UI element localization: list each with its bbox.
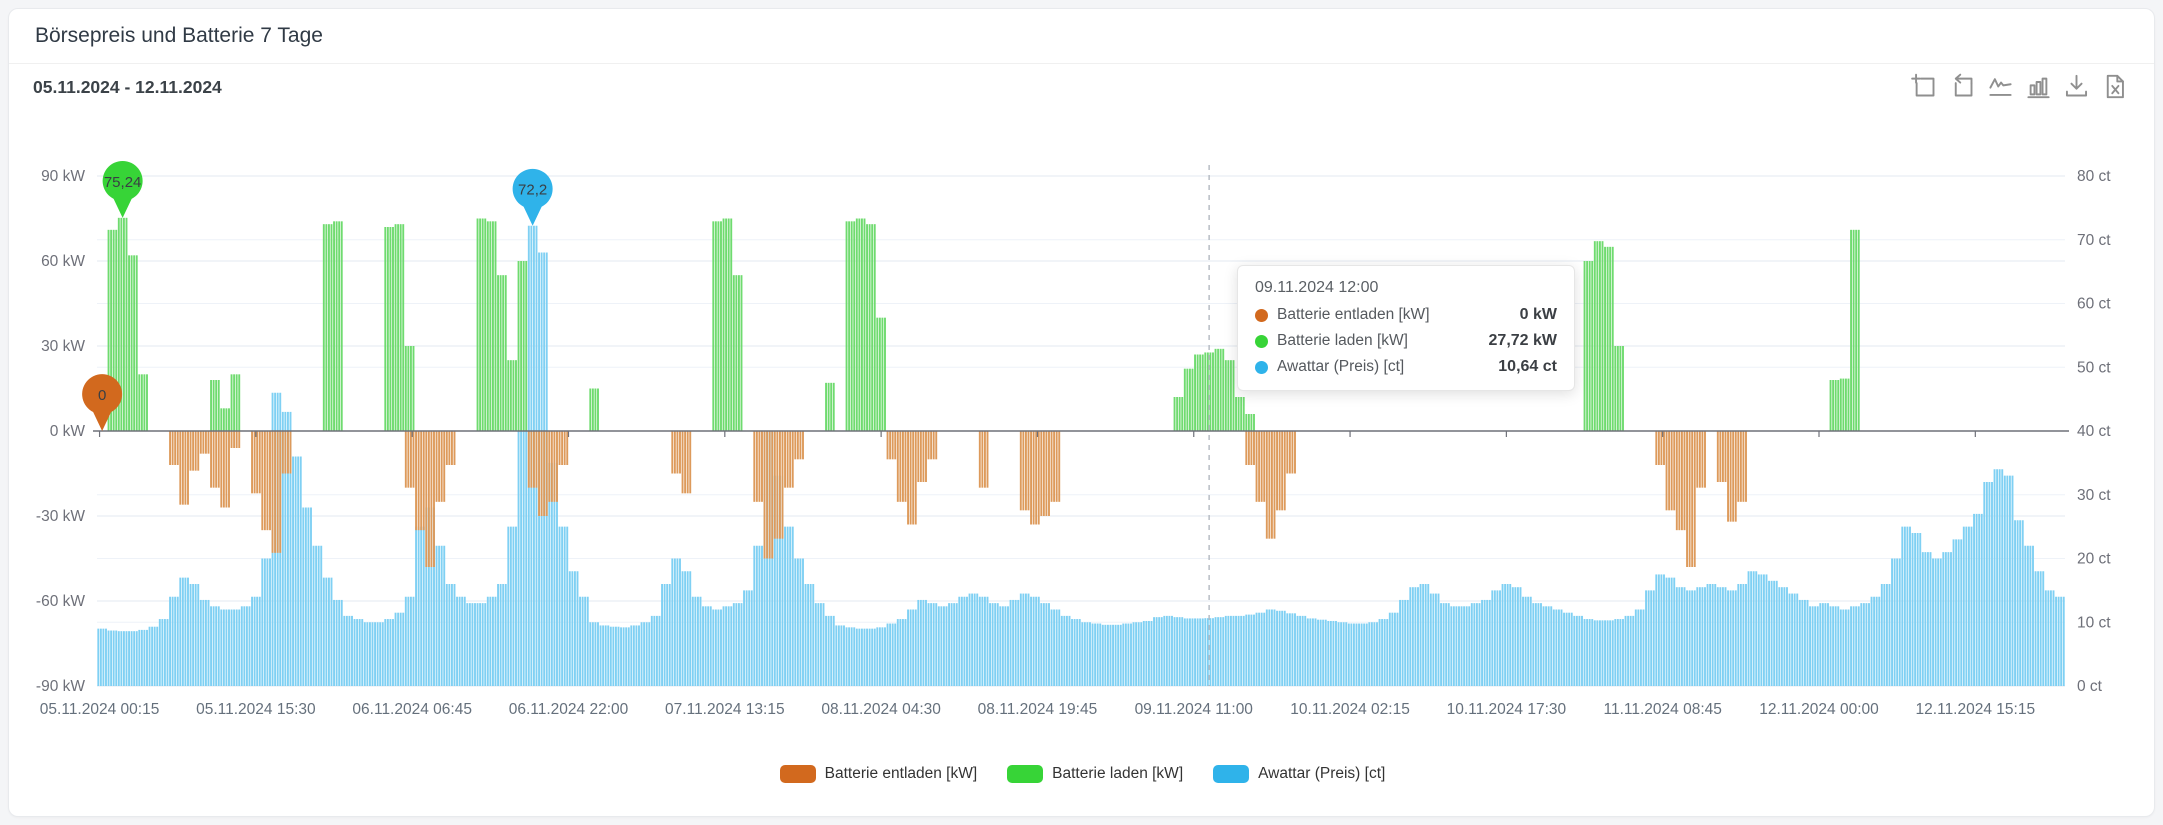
svg-text:08.11.2024 04:30: 08.11.2024 04:30 bbox=[821, 701, 941, 718]
right-axis-labels: 80 ct 70 ct 60 ct 50 ct 40 ct 30 ct 20 ct 10 ct… bbox=[2077, 168, 2111, 695]
series-bars-1 bbox=[107, 217, 1860, 431]
line-chart-view-icon[interactable] bbox=[1987, 73, 2014, 100]
svg-text:09.11.2024 11:00: 09.11.2024 11:00 bbox=[1135, 701, 1254, 718]
svg-text:-90 kW: -90 kW bbox=[36, 678, 85, 695]
tooltip-row-entladen: Batterie entladen [kW] 0 kW bbox=[1255, 306, 1557, 324]
svg-text:06.11.2024 22:00: 06.11.2024 22:00 bbox=[509, 701, 629, 718]
zoom-reset-icon[interactable] bbox=[1949, 73, 1976, 100]
bar-chart-view-icon[interactable] bbox=[2025, 73, 2052, 100]
svg-text:07.11.2024 13:15: 07.11.2024 13:15 bbox=[665, 701, 785, 718]
svg-text:10.11.2024 17:30: 10.11.2024 17:30 bbox=[1447, 701, 1567, 718]
svg-text:40 ct: 40 ct bbox=[2077, 423, 2111, 440]
mark-pin: 75,24 bbox=[102, 160, 143, 218]
svg-text:12.11.2024 15:15: 12.11.2024 15:15 bbox=[1916, 701, 2036, 718]
svg-text:06.11.2024 06:45: 06.11.2024 06:45 bbox=[352, 701, 472, 718]
chart-card: Börsepreis und Batterie 7 Tage 05.11.202… bbox=[8, 8, 2155, 817]
download-icon[interactable] bbox=[2063, 73, 2090, 100]
legend-item-laden[interactable]: Batterie laden [kW] bbox=[1007, 765, 1183, 783]
preis-swatch-icon bbox=[1213, 765, 1250, 783]
svg-text:-30 kW: -30 kW bbox=[36, 508, 85, 525]
svg-text:12.11.2024 00:00: 12.11.2024 00:00 bbox=[1759, 701, 1879, 718]
mark-pin: 72,2 bbox=[512, 168, 553, 226]
laden-dot-icon bbox=[1255, 334, 1268, 348]
tooltip-timestamp: 09.11.2024 12:00 bbox=[1255, 279, 1379, 296]
entladen-dot-icon bbox=[1255, 308, 1268, 322]
chart-area[interactable]: 90 kW 60 kW 30 kW 0 kW -30 kW -60 kW -90 kW 80 … bbox=[9, 113, 2156, 783]
svg-text:90 kW: 90 kW bbox=[41, 168, 85, 185]
entladen-swatch-icon bbox=[779, 765, 816, 783]
svg-text:20 ct: 20 ct bbox=[2077, 551, 2111, 568]
mark-pin: 0 bbox=[82, 374, 123, 431]
svg-text:10.11.2024 02:15: 10.11.2024 02:15 bbox=[1290, 701, 1410, 718]
legend-item-entladen[interactable]: Batterie entladen [kW] bbox=[779, 765, 977, 783]
preis-dot-icon bbox=[1255, 360, 1268, 374]
svg-text:0: 0 bbox=[98, 387, 106, 404]
chart-toolbar bbox=[1911, 73, 2128, 100]
tooltip-row-preis: Awattar (Preis) [ct] 10,64 ct bbox=[1255, 358, 1557, 376]
tooltip-row-laden: Batterie laden [kW] 27,72 kW bbox=[1255, 332, 1557, 350]
laden-swatch-icon bbox=[1007, 765, 1044, 783]
svg-text:11.11.2024 08:45: 11.11.2024 08:45 bbox=[1604, 701, 1722, 718]
chart-legend: Batterie entladen [kW] Batterie laden [k… bbox=[9, 765, 2156, 783]
svg-text:75,24: 75,24 bbox=[104, 174, 142, 191]
svg-text:80 ct: 80 ct bbox=[2077, 168, 2111, 185]
svg-text:30 kW: 30 kW bbox=[41, 338, 85, 355]
series-bars-0 bbox=[169, 431, 1747, 567]
svg-text:50 ct: 50 ct bbox=[2077, 359, 2111, 376]
svg-text:70 ct: 70 ct bbox=[2077, 232, 2111, 249]
svg-text:60 ct: 60 ct bbox=[2077, 296, 2111, 313]
x-axis-labels: 05.11.2024 00:15 05.11.2024 15:30 06.11.20… bbox=[40, 431, 2035, 718]
svg-text:0 ct: 0 ct bbox=[2077, 678, 2103, 695]
legend-item-preis[interactable]: Awattar (Preis) [ct] bbox=[1213, 765, 1385, 783]
svg-text:05.11.2024 15:30: 05.11.2024 15:30 bbox=[196, 701, 316, 718]
export-excel-icon[interactable] bbox=[2101, 73, 2128, 100]
svg-text:30 ct: 30 ct bbox=[2077, 487, 2111, 504]
svg-text:60 kW: 60 kW bbox=[41, 253, 85, 270]
zoom-select-icon[interactable] bbox=[1911, 73, 1938, 100]
left-axis-labels: 90 kW 60 kW 30 kW 0 kW -30 kW -60 kW -90 kW bbox=[36, 168, 85, 695]
date-range: 05.11.2024 - 12.11.2024 bbox=[33, 77, 222, 97]
svg-text:-60 kW: -60 kW bbox=[36, 593, 85, 610]
card-title: Börsepreis und Batterie 7 Tage bbox=[9, 9, 2154, 64]
chart-tooltip: 09.11.2024 12:00 Batterie entladen [kW] … bbox=[1237, 265, 1575, 391]
svg-text:05.11.2024 00:15: 05.11.2024 00:15 bbox=[40, 701, 160, 718]
svg-text:08.11.2024 19:45: 08.11.2024 19:45 bbox=[978, 701, 1098, 718]
svg-text:0 kW: 0 kW bbox=[50, 423, 86, 440]
svg-text:10 ct: 10 ct bbox=[2077, 614, 2111, 631]
price-battery-chart[interactable]: 90 kW 60 kW 30 kW 0 kW -30 kW -60 kW -90 kW 80 … bbox=[9, 113, 2156, 773]
svg-text:72,2: 72,2 bbox=[518, 182, 547, 199]
